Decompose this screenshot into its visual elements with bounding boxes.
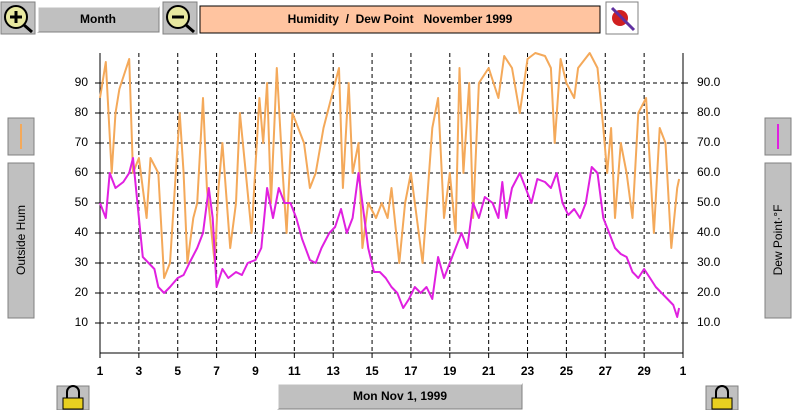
y-tick-label: 20	[75, 285, 89, 299]
x-tick-label: 23	[521, 364, 535, 378]
x-tick-label: 21	[482, 364, 496, 378]
x-tick-label: 7	[213, 364, 220, 378]
right-axis-button[interactable]: Dew Point·°F	[764, 162, 792, 319]
y2-tick-label: 20.0	[697, 285, 721, 299]
y-tick-label: 80	[75, 105, 89, 119]
y-tick-label: 30	[75, 255, 89, 269]
title-box: Humidity / Dew Point November 1999	[199, 5, 601, 34]
x-tick-label: 29	[637, 364, 651, 378]
y2-tick-label: 30.0	[697, 255, 721, 269]
x-tick-label: 13	[327, 364, 341, 378]
x-tick-label: 1	[97, 364, 104, 378]
zoom-in-button[interactable]	[0, 1, 36, 35]
left-axis-button[interactable]: Outside Hum	[7, 162, 35, 319]
left-legend-button[interactable]	[7, 117, 35, 156]
x-tick-label: 25	[560, 364, 574, 378]
x-tick-label: 27	[599, 364, 613, 378]
y-tick-label: 90	[75, 75, 89, 89]
y-tick-label: 50	[75, 195, 89, 209]
x-tick-label: 17	[404, 364, 418, 378]
x-tick-label: 3	[136, 364, 143, 378]
y2-tick-label: 90.0	[697, 75, 721, 89]
y2-tick-label: 70.0	[697, 135, 721, 149]
chart-title: Humidity / Dew Point November 1999	[288, 12, 513, 26]
paint-button[interactable]	[605, 1, 639, 35]
zoom-out-button[interactable]	[162, 1, 198, 35]
lock-left[interactable]	[56, 385, 90, 410]
y-tick-label: 10	[75, 315, 89, 329]
x-tick-label: 19	[443, 364, 457, 378]
y-tick-label: 70	[75, 135, 89, 149]
date-button-label: Mon Nov 1, 1999	[353, 389, 447, 403]
data-line	[99, 52, 681, 279]
lock-right[interactable]	[705, 385, 739, 410]
legend-label: Dew Point·°F	[771, 205, 785, 276]
x-tick-label: 9	[252, 364, 259, 378]
period-button[interactable]: Month	[37, 6, 160, 33]
period-button-label: Month	[80, 12, 116, 26]
y-tick-label: 40	[75, 225, 89, 239]
x-tick-label: 11	[288, 364, 301, 378]
legend-label: Outside Hum	[14, 205, 28, 275]
x-tick-label: 5	[174, 364, 181, 378]
y2-tick-label: 40.0	[697, 225, 721, 239]
x-tick-label: 1	[680, 364, 687, 378]
y2-tick-label: 60.0	[697, 165, 721, 179]
data-line	[99, 157, 681, 318]
y-tick-label: 60	[75, 165, 89, 179]
y2-tick-label: 50.0	[697, 195, 721, 209]
y2-tick-label: 80.0	[697, 105, 721, 119]
x-tick-label: 15	[365, 364, 379, 378]
right-legend-button[interactable]	[764, 117, 792, 156]
date-button[interactable]: Mon Nov 1, 1999	[277, 383, 523, 410]
y2-tick-label: 10.0	[697, 315, 721, 329]
